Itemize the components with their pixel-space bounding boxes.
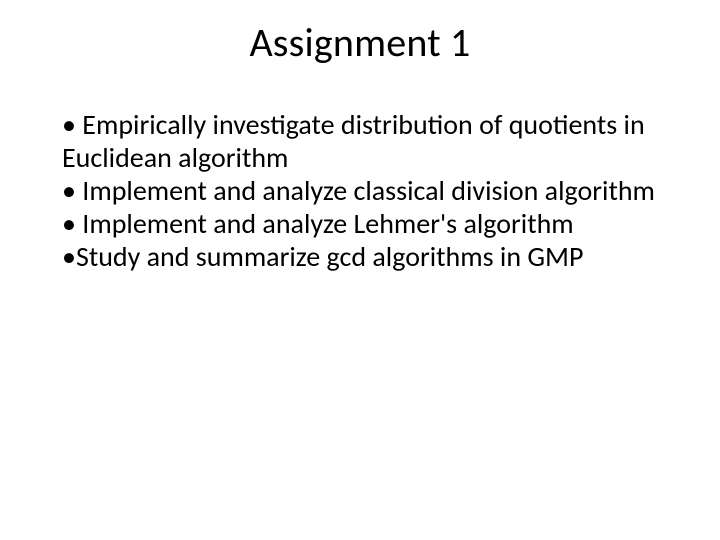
bullet-item: • Empirically investigate distribution o… (62, 108, 658, 174)
bullet-marker: • (62, 173, 76, 208)
bullet-text: Study and summarize gcd algorithms in GM… (76, 239, 583, 274)
bullet-text: Empirically investigate distribution of … (62, 107, 645, 175)
bullet-marker: • (62, 107, 76, 142)
bullet-item: •Study and summarize gcd algorithms in G… (62, 240, 658, 273)
bullet-item: • Implement and analyze Lehmer's algorit… (62, 207, 658, 240)
slide: Assignment 1 • Empirically investigate d… (0, 0, 720, 540)
bullet-text: Implement and analyze classical division… (82, 173, 655, 208)
bullet-marker: • (62, 206, 76, 241)
bullet-marker: • (62, 239, 76, 274)
bullet-text: Implement and analyze Lehmer's algorithm (82, 206, 573, 241)
slide-title: Assignment 1 (0, 18, 720, 67)
bullet-item: • Implement and analyze classical divisi… (62, 174, 658, 207)
slide-body: • Empirically investigate distribution o… (62, 108, 658, 273)
